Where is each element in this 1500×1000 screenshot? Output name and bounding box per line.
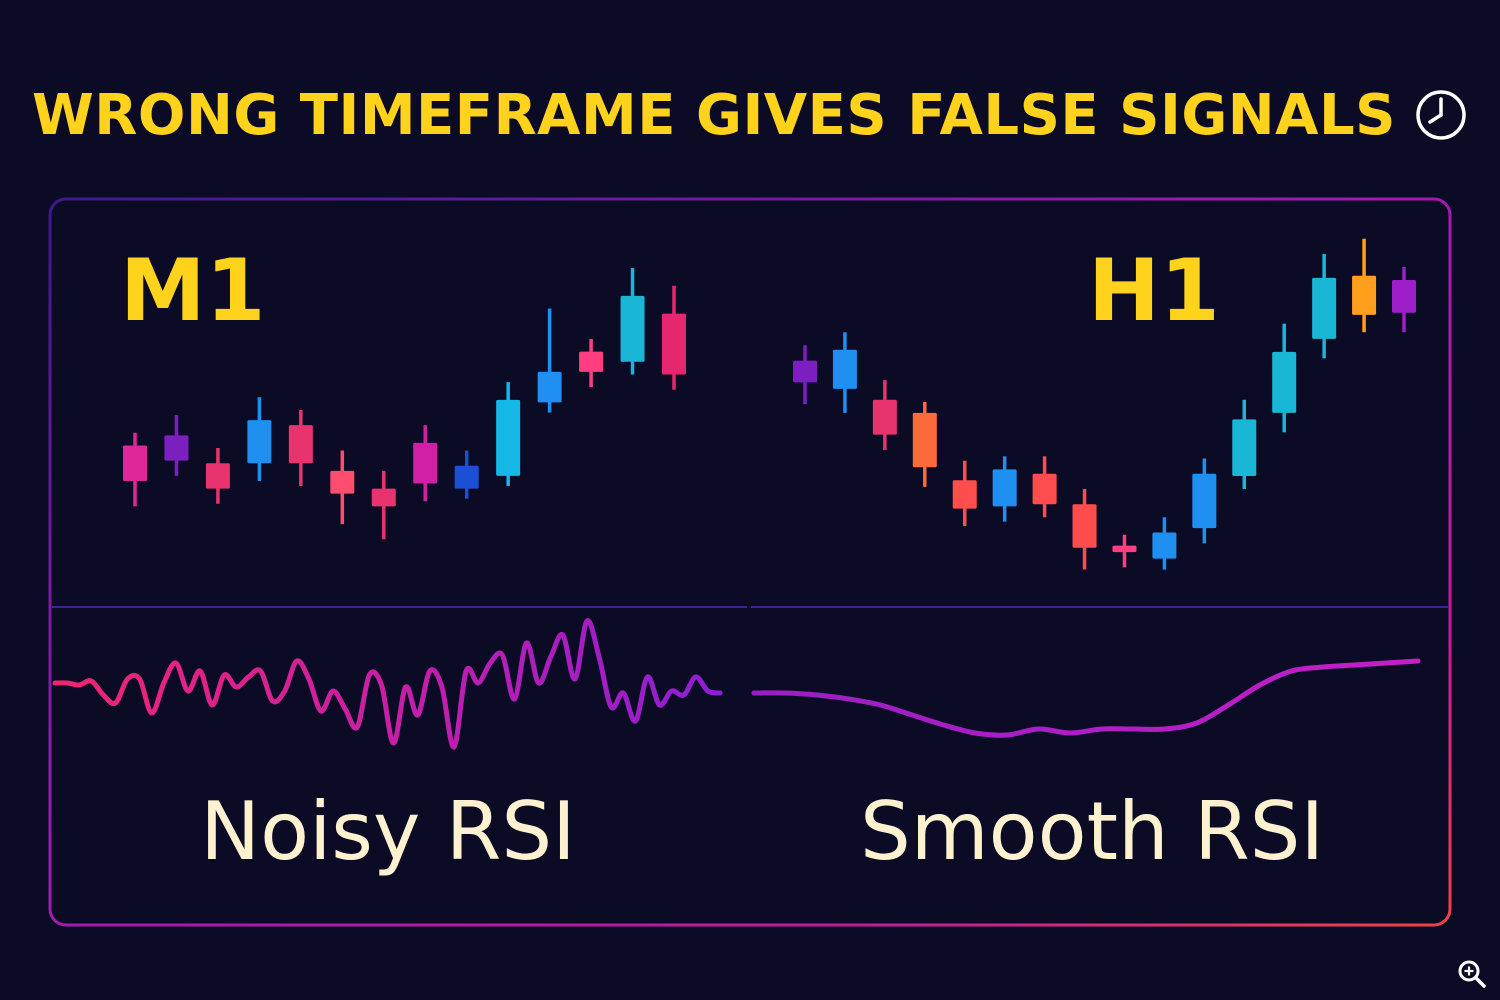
- candle: [620, 267, 645, 375]
- candle-body: [1392, 280, 1416, 313]
- candle: [793, 345, 817, 405]
- candle-body: [662, 313, 686, 375]
- candle-body: [1232, 419, 1257, 476]
- candle: [662, 285, 686, 390]
- clock-icon: [1416, 90, 1466, 140]
- candle: [872, 380, 897, 450]
- noisy-rsi-label: Noisy RSI: [200, 785, 576, 878]
- candle-body: [1072, 504, 1097, 548]
- candle-body: [620, 295, 645, 362]
- candle: [1152, 517, 1177, 570]
- candle-body: [537, 371, 562, 403]
- panel-frame: [48, 197, 1452, 927]
- candle: [1272, 323, 1297, 433]
- candle: [123, 432, 147, 507]
- candle: [579, 338, 604, 388]
- candle: [205, 448, 230, 504]
- candle: [912, 401, 937, 487]
- candle: [164, 415, 189, 476]
- candle-body: [1352, 275, 1377, 315]
- candle: [1192, 458, 1217, 544]
- candle-body: [992, 469, 1017, 507]
- smooth-rsi-label: Smooth RSI: [859, 785, 1325, 878]
- candle-body: [164, 435, 189, 461]
- candle: [952, 460, 977, 526]
- candle-body: [205, 463, 230, 489]
- candle: [832, 332, 857, 413]
- m1-timeframe-label: M1: [120, 241, 266, 341]
- candle-body: [1272, 351, 1297, 413]
- candle: [330, 450, 355, 525]
- candle: [1112, 534, 1137, 568]
- zoom-icon[interactable]: [1456, 958, 1488, 990]
- noisy-rsi-series: [52, 618, 723, 750]
- h1-candlestick-series: [793, 238, 1416, 570]
- candle-body: [288, 425, 313, 464]
- candle: [1352, 238, 1377, 333]
- m1-candlestick-series: [123, 267, 686, 540]
- candle: [1072, 489, 1097, 570]
- candle: [1032, 456, 1057, 518]
- candle: [992, 456, 1017, 522]
- candle-body: [1112, 545, 1137, 553]
- rsi-line: [751, 658, 1421, 738]
- candle: [288, 409, 313, 487]
- smooth-rsi-series: [751, 658, 1421, 738]
- candle-body: [793, 360, 817, 383]
- candle: [496, 382, 521, 487]
- candle-body: [1192, 473, 1217, 529]
- candle-body: [247, 420, 272, 464]
- candle: [1312, 253, 1337, 359]
- candle: [413, 425, 438, 502]
- candle-body: [413, 442, 438, 484]
- candle-body: [454, 465, 479, 489]
- candle-body: [371, 488, 396, 507]
- candle-body: [872, 399, 897, 435]
- candle-body: [123, 445, 147, 481]
- h1-timeframe-label: H1: [1088, 241, 1220, 341]
- candle-body: [1032, 473, 1057, 505]
- candle: [454, 450, 479, 499]
- candle: [371, 470, 396, 540]
- candle-body: [952, 480, 977, 509]
- candle-body: [1152, 532, 1177, 559]
- candle-body: [579, 351, 604, 372]
- candle-body: [496, 399, 521, 476]
- candle-body: [832, 349, 857, 389]
- candle: [1232, 399, 1257, 489]
- rsi-line: [52, 618, 723, 750]
- candle-body: [330, 470, 355, 494]
- candle-body: [1312, 277, 1337, 339]
- candle: [247, 397, 272, 481]
- candle: [537, 308, 562, 413]
- candle: [1392, 267, 1416, 333]
- candle-body: [912, 412, 937, 468]
- chart-title: WRONG TIMEFRAME GIVES FALSE SIGNALS: [0, 80, 1500, 150]
- title-text: WRONG TIMEFRAME GIVES FALSE SIGNALS: [31, 82, 1397, 148]
